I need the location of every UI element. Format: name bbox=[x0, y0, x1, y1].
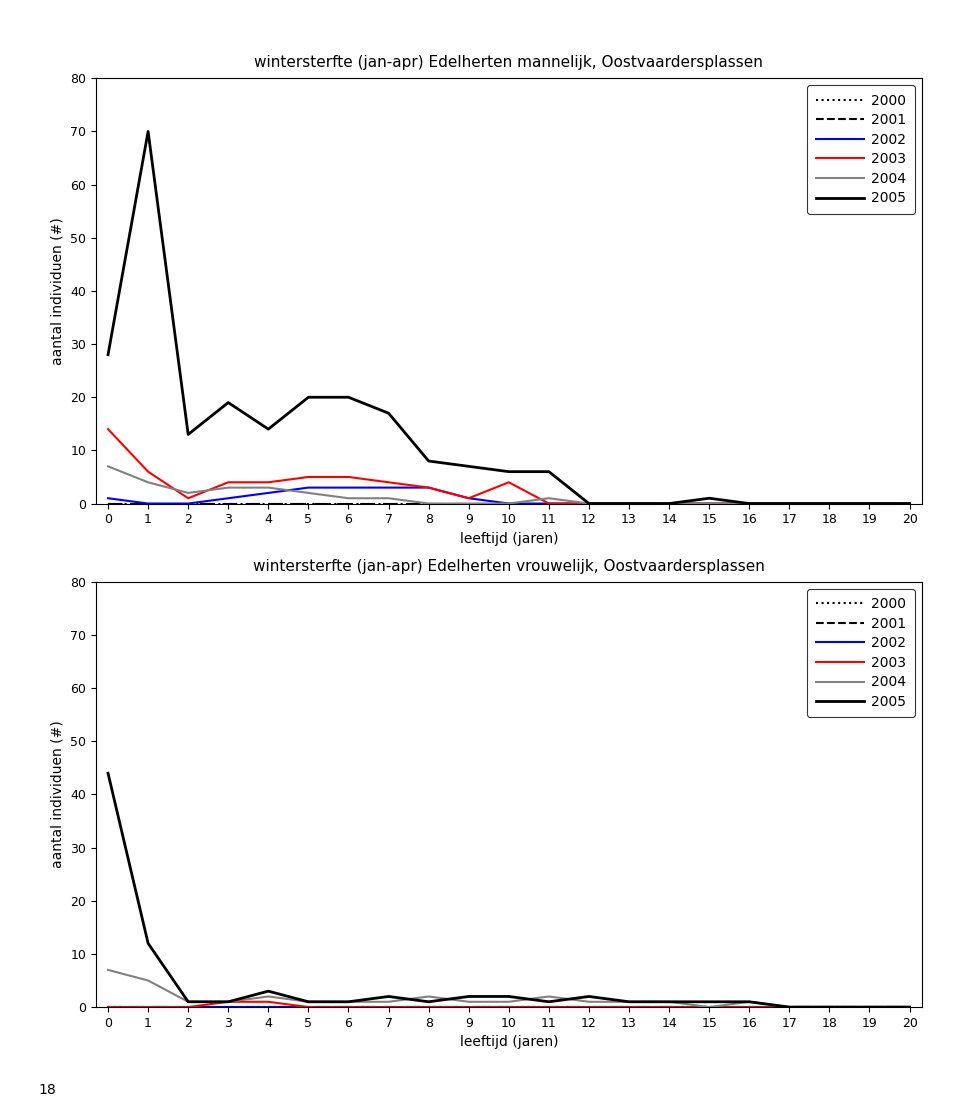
Y-axis label: aantal individuen (#): aantal individuen (#) bbox=[51, 217, 64, 365]
Text: 18: 18 bbox=[38, 1082, 56, 1097]
Legend: 2000, 2001, 2002, 2003, 2004, 2005: 2000, 2001, 2002, 2003, 2004, 2005 bbox=[807, 589, 915, 717]
Title: wintersterfte (jan-apr) Edelherten mannelijk, Oostvaardersplassen: wintersterfte (jan-apr) Edelherten manne… bbox=[254, 55, 763, 70]
Title: wintersterfte (jan-apr) Edelherten vrouwelijk, Oostvaardersplassen: wintersterfte (jan-apr) Edelherten vrouw… bbox=[252, 558, 765, 574]
X-axis label: leeftijd (jaren): leeftijd (jaren) bbox=[460, 1035, 558, 1050]
Y-axis label: aantal individuen (#): aantal individuen (#) bbox=[51, 721, 64, 868]
X-axis label: leeftijd (jaren): leeftijd (jaren) bbox=[460, 532, 558, 546]
Legend: 2000, 2001, 2002, 2003, 2004, 2005: 2000, 2001, 2002, 2003, 2004, 2005 bbox=[807, 85, 915, 214]
